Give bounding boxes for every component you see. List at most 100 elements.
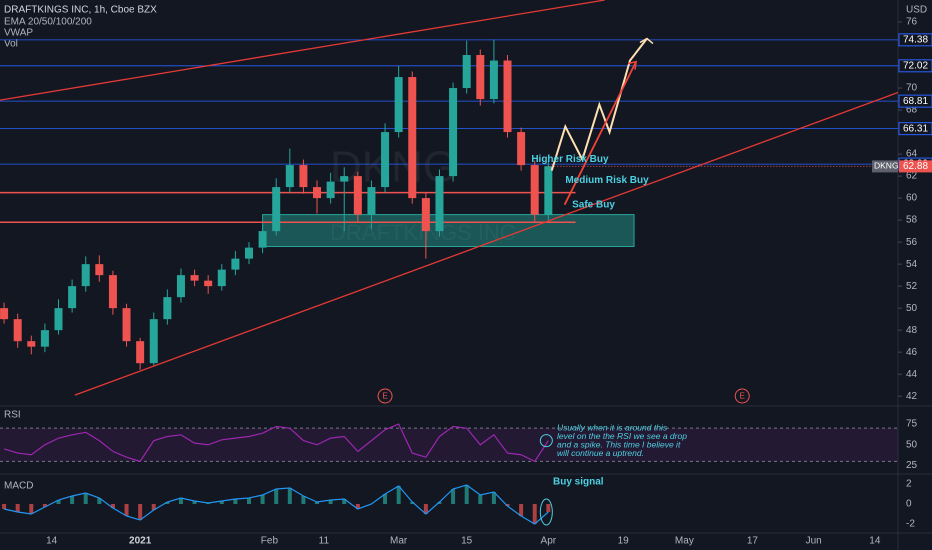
- candle-body: [149, 319, 158, 364]
- candle-body: [163, 297, 172, 320]
- y-tick-label: 54: [906, 259, 918, 270]
- arrow-line: [563, 61, 637, 206]
- level-label-box: [898, 94, 932, 108]
- macd-histogram: [233, 499, 238, 504]
- candle-body: [408, 77, 417, 199]
- macd-histogram: [451, 489, 456, 504]
- y-tick-label: 64: [906, 149, 918, 160]
- candle-body: [353, 176, 362, 215]
- macd-line: [3, 484, 549, 525]
- rsi-note: will continue a uptrend.: [557, 448, 644, 458]
- candle-body: [313, 187, 322, 199]
- y-tick-label: 52: [906, 281, 918, 292]
- annotation: Medium Risk Buy: [565, 175, 649, 186]
- y-tick-label: 48: [906, 325, 918, 336]
- macd-histogram: [138, 504, 143, 520]
- macd-tick-label: -2: [906, 519, 915, 530]
- macd-tick-label: 2: [906, 479, 912, 490]
- arrow-head: [639, 37, 654, 45]
- rsi-highlight: [539, 434, 553, 448]
- arrow-head: [627, 60, 637, 70]
- macd-histogram: [2, 504, 7, 509]
- macd-histogram: [478, 495, 483, 504]
- rsi-tick-label: 50: [906, 439, 918, 450]
- macd-histogram: [519, 504, 524, 516]
- x-tick-label: 14: [46, 536, 58, 547]
- candle-body: [136, 341, 145, 364]
- indicator-label: Vol: [4, 39, 18, 50]
- candle-body: [449, 88, 458, 177]
- candle-body: [476, 55, 485, 100]
- rsi-note: Usually when it is around this: [557, 422, 668, 432]
- macd-tick-label: 0: [906, 499, 912, 510]
- channel-line: [74, 91, 899, 396]
- candle-body: [517, 132, 526, 166]
- x-tick-label: 14: [869, 536, 881, 547]
- candle-body: [13, 319, 22, 342]
- macd-histogram: [505, 504, 510, 506]
- candle-body: [190, 275, 199, 281]
- last-name: DKNG: [874, 161, 899, 171]
- candle-body: [421, 198, 430, 232]
- macd-histogram: [410, 502, 415, 504]
- channel-line: [0, 0, 605, 101]
- earnings-marker: [377, 388, 393, 404]
- candle-body: [544, 166, 553, 215]
- level-label-box: [898, 59, 932, 73]
- y-tick-label: 46: [906, 347, 918, 358]
- candle-body: [285, 165, 294, 188]
- macd-histogram: [29, 504, 34, 514]
- macd-histogram: [301, 496, 306, 504]
- earnings-label: E: [382, 392, 387, 401]
- macd-histogram: [42, 504, 47, 507]
- macd-histogram: [178, 498, 183, 504]
- y-tick-label: 56: [906, 237, 918, 248]
- rsi-tick-label: 75: [906, 419, 918, 430]
- macd-histogram: [219, 501, 224, 504]
- rsi-band: [0, 428, 898, 462]
- level-label: 74.38: [903, 34, 928, 45]
- earnings-label: E: [740, 392, 745, 401]
- macd-histogram: [437, 502, 442, 504]
- y-tick-label: 44: [906, 369, 918, 380]
- macd-histogram: [383, 494, 388, 504]
- candle-body: [231, 258, 240, 270]
- candle-body: [27, 341, 36, 347]
- macd-histogram: [491, 492, 496, 504]
- candle-body: [0, 308, 9, 320]
- candle-body: [81, 264, 90, 287]
- last-price-box: [899, 160, 932, 173]
- candle-body: [108, 275, 117, 309]
- x-tick-label: May: [675, 536, 694, 547]
- candle-body: [326, 181, 335, 199]
- x-tick-label: Jun: [806, 536, 822, 547]
- candle-body: [217, 269, 226, 287]
- earnings-marker: [734, 388, 750, 404]
- x-tick-label: 2021: [129, 536, 152, 547]
- projection-path: [550, 37, 648, 171]
- y-tick-label: 60: [906, 193, 918, 204]
- candle-body: [394, 77, 403, 133]
- level-label-box: [898, 33, 932, 47]
- macd-histogram: [546, 504, 551, 512]
- macd-histogram: [328, 500, 333, 504]
- macd-histogram: [165, 502, 170, 504]
- macd-histogram: [110, 504, 115, 508]
- last-price-label: 62.88: [903, 161, 928, 172]
- y-tick-label: 50: [906, 303, 918, 314]
- candle-body: [54, 308, 63, 331]
- candle-body: [258, 231, 267, 248]
- macd-histogram: [97, 498, 102, 504]
- pane-title: RSI: [4, 410, 21, 421]
- x-tick-label: Feb: [261, 536, 279, 547]
- candle-body: [299, 165, 308, 188]
- y-tick-label: 68: [906, 105, 918, 116]
- macd-histogram: [246, 498, 251, 504]
- indicator-label: EMA 20/50/100/200: [4, 17, 92, 28]
- candle-body: [272, 187, 281, 232]
- chart-title: DRAFTKINGS INC, 1h, Cboe BZX: [4, 5, 157, 16]
- macd-histogram: [83, 493, 88, 504]
- rsi-line: [3, 423, 549, 463]
